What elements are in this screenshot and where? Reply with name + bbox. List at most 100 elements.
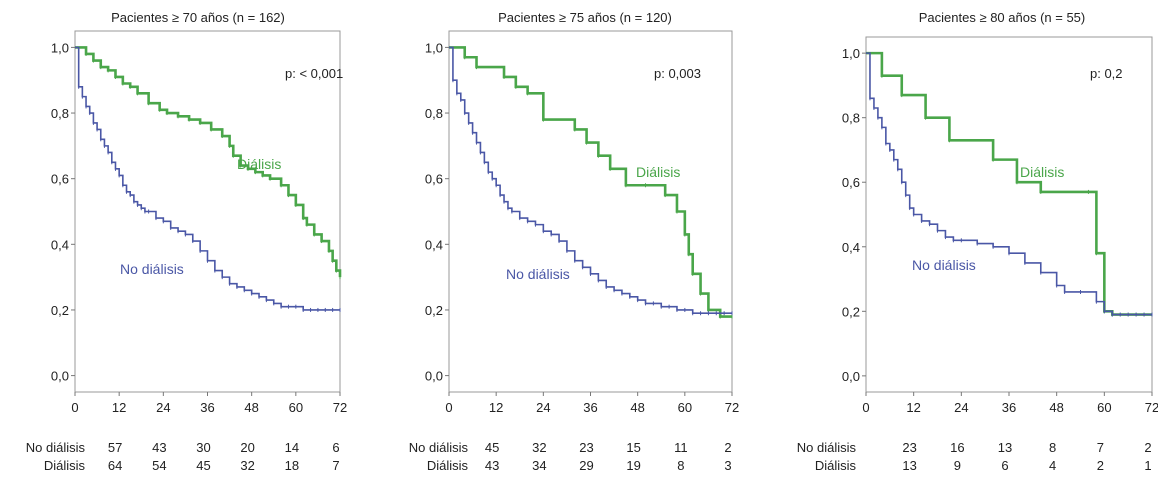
risk-value: 7 — [1097, 440, 1104, 455]
risk-value: 15 — [626, 440, 640, 455]
p-value-label: p: 0,003 — [654, 66, 701, 81]
y-tick-label: 0,8 — [51, 106, 69, 121]
x-tick-label: 12 — [112, 400, 126, 415]
x-tick-label: 24 — [536, 400, 550, 415]
y-tick-label: 0,6 — [842, 175, 860, 190]
risk-value: 8 — [1049, 440, 1056, 455]
plot-frame — [74, 30, 341, 393]
risk-value: 23 — [579, 440, 593, 455]
risk-value: 45 — [485, 440, 499, 455]
risk-value: 13 — [998, 440, 1012, 455]
km-chart-70: Pacientes ≥ 70 años (n = 162) 0,0 0,2 0,4 0,… — [26, 10, 347, 473]
risk-value: 29 — [579, 458, 593, 473]
y-tick-label: 0,2 — [51, 303, 69, 318]
risk-value: 54 — [152, 458, 166, 473]
y-tick-label: 0,6 — [425, 172, 443, 187]
risk-value: 8 — [677, 458, 684, 473]
y-tick-label: 1,0 — [51, 40, 69, 55]
risk-value: 2 — [724, 440, 731, 455]
series-label-no-dialisis: No diálisis — [120, 261, 184, 277]
x-tick-label: 0 — [71, 400, 78, 415]
series-label-no-dialisis: No diálisis — [912, 257, 976, 273]
risk-value: 57 — [108, 440, 122, 455]
x-tick-label: 48 — [630, 400, 644, 415]
x-tick-label: 12 — [906, 400, 920, 415]
y-tick-label: 1,0 — [425, 40, 443, 55]
y-tick-label: 0,6 — [51, 172, 69, 187]
y-tick-label: 0,8 — [425, 106, 443, 121]
plot-frame — [865, 36, 1153, 393]
y-tick-label: 0,2 — [842, 304, 860, 319]
km-panel-75: Pacientes ≥ 75 años (n = 120) 0,0 0,2 0,4 0,… — [378, 0, 758, 477]
risk-value: 20 — [240, 440, 254, 455]
x-tick-label: 0 — [445, 400, 452, 415]
series-label-dialisis: Diálisis — [237, 156, 281, 172]
x-tick-label: 60 — [1097, 400, 1111, 415]
risk-value: 45 — [196, 458, 210, 473]
risk-value: 18 — [285, 458, 299, 473]
series-no-dialisis-curve — [75, 46, 340, 311]
risk-row-label: No diálisis — [26, 440, 86, 455]
risk-value: 2 — [1097, 458, 1104, 473]
risk-value: 9 — [954, 458, 961, 473]
y-tick-label: 0,2 — [425, 303, 443, 318]
chart-title: Pacientes ≥ 70 años (n = 162) — [111, 10, 285, 25]
risk-value: 13 — [902, 458, 916, 473]
risk-row-label: No diálisis — [409, 440, 469, 455]
risk-value: 16 — [950, 440, 964, 455]
risk-value: 3 — [724, 458, 731, 473]
series-label-dialisis: Diálisis — [1020, 164, 1064, 180]
x-tick-label: 36 — [1002, 400, 1016, 415]
risk-value: 1 — [1144, 458, 1151, 473]
x-tick-label: 24 — [156, 400, 170, 415]
x-tick-label: 72 — [333, 400, 347, 415]
risk-row-label: Diálisis — [44, 458, 86, 473]
km-panel-70: Pacientes ≥ 70 años (n = 162) 0,0 0,2 0,4 0,… — [0, 0, 380, 477]
x-tick-label: 36 — [200, 400, 214, 415]
y-tick-label: 1,0 — [842, 46, 860, 61]
series-label-dialisis: Diálisis — [636, 164, 680, 180]
x-tick-label: 72 — [725, 400, 739, 415]
x-tick-label: 60 — [678, 400, 692, 415]
risk-value: 23 — [902, 440, 916, 455]
risk-value: 6 — [332, 440, 339, 455]
risk-row-label: Diálisis — [815, 458, 857, 473]
risk-value: 64 — [108, 458, 122, 473]
y-tick-label: 0,0 — [425, 369, 443, 384]
risk-value: 34 — [532, 458, 546, 473]
km-chart-75: Pacientes ≥ 75 años (n = 120) 0,0 0,2 0,4 0,… — [409, 10, 739, 473]
y-tick-label: 0,4 — [51, 237, 69, 252]
km-chart-80: Pacientes ≥ 80 años (n = 55) 0,0 0,2 0,4 0,6… — [797, 10, 1158, 473]
risk-value: 32 — [240, 458, 254, 473]
y-tick-label: 0,0 — [51, 369, 69, 384]
x-tick-label: 12 — [489, 400, 503, 415]
risk-value: 43 — [152, 440, 166, 455]
risk-value: 30 — [196, 440, 210, 455]
series-label-no-dialisis: No diálisis — [506, 266, 570, 282]
km-panel-80: Pacientes ≥ 80 años (n = 55) 0,0 0,2 0,4 0,6… — [766, 0, 1158, 477]
x-tick-label: 0 — [862, 400, 869, 415]
series-no-dialisis-curve — [866, 52, 1152, 316]
x-tick-label: 24 — [954, 400, 968, 415]
risk-value: 14 — [285, 440, 299, 455]
risk-row-label: Diálisis — [427, 458, 469, 473]
p-value-label: p: 0,2 — [1090, 66, 1123, 81]
x-tick-label: 48 — [1049, 400, 1063, 415]
risk-value: 43 — [485, 458, 499, 473]
risk-value: 11 — [674, 440, 688, 455]
p-value-label: p: < 0,001 — [285, 66, 343, 81]
plot-frame — [448, 30, 733, 393]
chart-title: Pacientes ≥ 80 años (n = 55) — [919, 10, 1086, 25]
series-dialisis-curve — [449, 46, 732, 318]
x-tick-label: 36 — [583, 400, 597, 415]
x-tick-label: 72 — [1145, 400, 1158, 415]
x-tick-label: 60 — [289, 400, 303, 415]
risk-value: 4 — [1049, 458, 1056, 473]
y-tick-label: 0,8 — [842, 111, 860, 126]
risk-value: 2 — [1144, 440, 1151, 455]
x-tick-label: 48 — [244, 400, 258, 415]
y-tick-label: 0,0 — [842, 369, 860, 384]
risk-value: 7 — [332, 458, 339, 473]
series-dialisis-curve — [866, 51, 1152, 316]
risk-value: 6 — [1001, 458, 1008, 473]
